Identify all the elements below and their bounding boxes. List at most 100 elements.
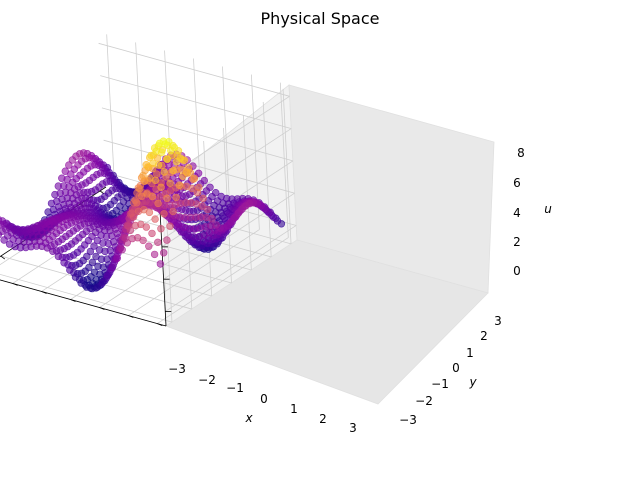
- x-tick-label: 3: [349, 421, 357, 435]
- scatter-point: [144, 163, 152, 171]
- z-axis-label: u: [544, 202, 552, 216]
- z-axis-ticks: 0 2 4 6 8: [513, 146, 525, 278]
- y-axis-label: y: [468, 375, 477, 389]
- scatter-point: [0, 220, 4, 229]
- scatter-point: [212, 221, 220, 229]
- scatter-point: [145, 242, 153, 250]
- y-tick-mark: [41, 291, 47, 294]
- scatter-point: [65, 161, 73, 169]
- scatter-point: [160, 249, 168, 257]
- scatter-point: [161, 140, 169, 148]
- x-tick-label: 0: [260, 392, 268, 406]
- scatter-point: [160, 210, 168, 218]
- x-tick-label: −3: [168, 362, 186, 376]
- scatter-point: [167, 146, 175, 155]
- scatter-point: [70, 165, 79, 173]
- grid-line: [106, 34, 116, 190]
- grid-line: [279, 82, 289, 238]
- scatter-point: [163, 155, 172, 163]
- scatter-point: [86, 247, 95, 256]
- scatter-point: [145, 208, 154, 217]
- scatter-point: [154, 199, 162, 208]
- scatter-point: [136, 185, 144, 193]
- scatter-point: [88, 258, 97, 267]
- y-tick-label: 2: [480, 329, 488, 343]
- y-axis-ticks: −3 −2 −1 0 1 2 3: [399, 314, 502, 427]
- scatter-point: [148, 192, 157, 201]
- scatter-point: [103, 272, 112, 280]
- floor-pane: [165, 239, 489, 405]
- z-tick-label: 6: [513, 176, 521, 190]
- scatter-point: [126, 226, 135, 235]
- scatter-point: [175, 181, 184, 189]
- scatter-point: [154, 238, 162, 247]
- scatter-point: [0, 231, 3, 239]
- scatter-point: [169, 207, 177, 216]
- y-tick-label: 0: [452, 361, 460, 375]
- scatter-point: [151, 215, 159, 223]
- grid-line: [165, 225, 297, 312]
- grid-line: [103, 139, 295, 194]
- scatter-point: [198, 202, 206, 210]
- scatter-point: [66, 266, 74, 274]
- scatter-point: [160, 168, 168, 176]
- scatter-point: [108, 263, 117, 272]
- scatter-point: [67, 170, 75, 178]
- scatter-point: [142, 223, 151, 231]
- scatter-point: [166, 179, 174, 188]
- chart-title: Physical Space: [261, 9, 380, 28]
- y-tick-mark: [70, 299, 76, 302]
- scatter-point: [98, 279, 107, 287]
- scatter-point: [166, 222, 174, 230]
- scatter-point: [68, 156, 77, 164]
- y-tick-label: 1: [466, 346, 474, 360]
- scatter-point: [208, 214, 216, 223]
- scatter-point: [199, 194, 207, 203]
- scatter-point: [158, 148, 166, 157]
- scatter-point: [150, 250, 159, 259]
- scatter-point: [190, 174, 199, 183]
- grid-line: [101, 107, 294, 162]
- x-tick-label: 1: [290, 402, 298, 416]
- y-tick-mark: [128, 315, 134, 318]
- scatter-point: [0, 236, 8, 244]
- z-tick-label: 0: [513, 264, 521, 278]
- x-tick-label: −2: [198, 373, 216, 387]
- scatter-point: [148, 229, 156, 238]
- scatter-point: [151, 176, 160, 185]
- scatter-point: [118, 246, 126, 254]
- x-tick-label: 2: [319, 412, 327, 426]
- y-tick-mark: [12, 283, 18, 286]
- x-tick-mark: [0, 255, 6, 260]
- y-tick-mark: [99, 307, 105, 310]
- scatter-point: [195, 183, 203, 192]
- grid-line: [262, 101, 272, 257]
- scatter-point: [90, 242, 98, 250]
- scatter-point: [113, 254, 122, 262]
- y-tick-mark: [157, 323, 163, 326]
- scatter-point: [173, 158, 181, 166]
- grid-line: [163, 192, 295, 280]
- y-tick-label: −1: [431, 377, 449, 391]
- scatter-point: [163, 236, 171, 244]
- scatter-points: [0, 137, 286, 293]
- scatter-point: [123, 239, 131, 247]
- z-tick-label: 4: [513, 206, 521, 220]
- scatter-point: [147, 151, 155, 160]
- scatter-point: [43, 244, 51, 252]
- scatter-point: [157, 225, 165, 233]
- scatter-point: [133, 199, 141, 207]
- x-tick-label: −1: [226, 381, 244, 395]
- scatter-point: [154, 161, 163, 169]
- scatter-point: [71, 273, 80, 281]
- scatter-point: [156, 260, 165, 268]
- z-tick-label: 8: [517, 146, 525, 160]
- scatter-point: [77, 279, 85, 287]
- scatter-point: [54, 252, 63, 261]
- y-tick-label: −3: [399, 413, 417, 427]
- grid-line: [100, 75, 292, 129]
- scatter-point: [169, 166, 178, 175]
- y-tick-label: 3: [494, 314, 502, 328]
- scatter-point: [93, 283, 102, 291]
